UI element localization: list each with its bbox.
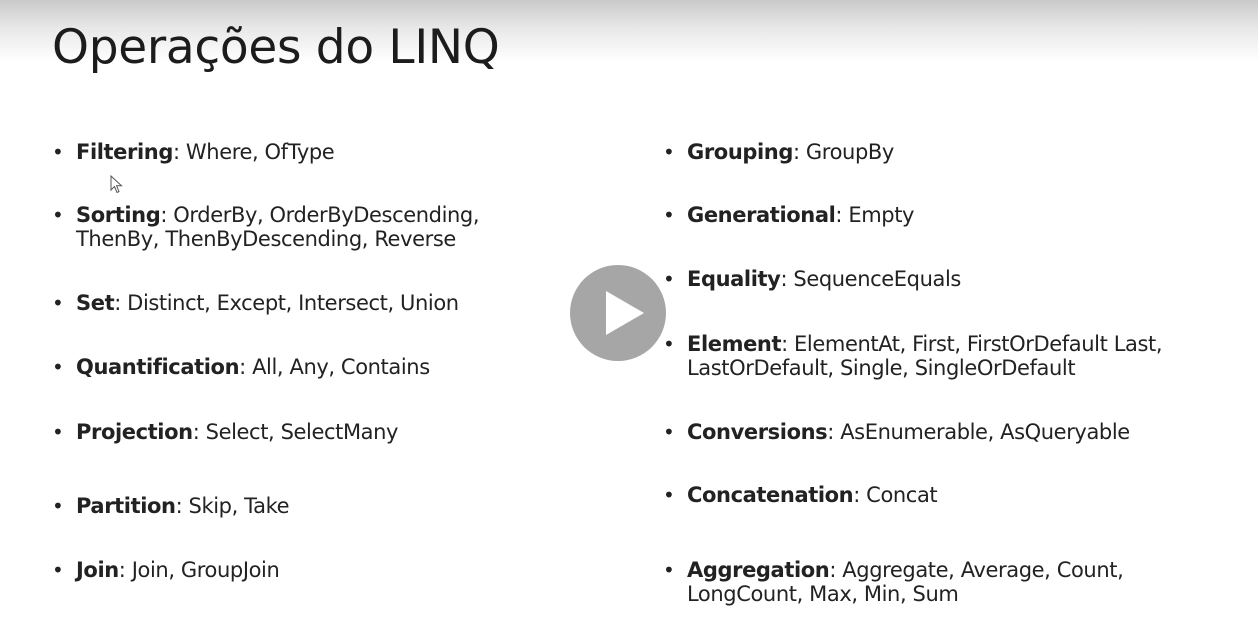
play-icon [606,291,644,335]
bullet-text: Join: Join, GroupJoin [76,558,536,582]
bullet-item-join: • Join: Join, GroupJoin [52,558,536,582]
bullet-dot: • [52,291,64,315]
mouse-pointer-icon [110,175,123,194]
bullet-text: Generational: Empty [687,203,1207,227]
bullet-item-sorting: • Sorting: OrderBy, OrderByDescending, T… [52,203,536,251]
bullet-item-generational: • Generational: Empty [663,203,1207,227]
bullet-item-projection: • Projection: Select, SelectMany [52,420,536,444]
bullet-dot: • [663,267,675,291]
bullet-dot: • [663,332,675,356]
play-button[interactable] [570,265,666,361]
bullet-detail: : Skip, Take [175,494,290,518]
bullet-text: Projection: Select, SelectMany [76,420,536,444]
bullet-text: Grouping: GroupBy [687,140,1207,164]
bullet-dot: • [52,140,64,164]
bullet-item-element: • Element: ElementAt, First, FirstOrDefa… [663,332,1207,380]
bullet-term: Grouping [687,140,793,164]
bullet-term: Sorting [76,203,161,227]
bullet-item-concatenation: • Concatenation: Concat [663,483,1207,507]
bullet-term: Join [76,558,119,582]
bullet-detail: : GroupBy [792,140,894,164]
bullet-term: Equality [687,267,781,291]
bullet-term: Partition [76,494,176,518]
bullet-dot: • [52,558,64,582]
bullet-detail: : ElementAt, First, FirstOrDefault Last,… [687,332,1163,380]
bullet-detail: : Concat [853,483,938,507]
bullet-detail: : Select, SelectMany [192,420,399,444]
bullet-dot: • [52,355,64,379]
bullet-item-filtering: • Filtering: Where, OfType [52,140,536,164]
bullet-detail: : Where, OfType [172,140,335,164]
bullet-detail: : Aggregate, Average, Count, LongCount, … [687,558,1124,606]
bullet-term: Aggregation [687,558,830,582]
bullet-text: Equality: SequenceEquals [687,267,1207,291]
title-bar-shade [0,0,1258,62]
bullet-term: Set [76,291,115,315]
bullet-term: Concatenation [687,483,854,507]
bullet-text: Conversions: AsEnumerable, AsQueryable [687,420,1207,444]
bullet-term: Generational [687,203,836,227]
bullet-term: Element [687,332,782,356]
bullet-text: Partition: Skip, Take [76,494,536,518]
bullet-detail: : AsEnumerable, AsQueryable [827,420,1130,444]
bullet-item-conversions: • Conversions: AsEnumerable, AsQueryable [663,420,1207,444]
bullet-dot: • [52,494,64,518]
bullet-detail: : Distinct, Except, Intersect, Union [114,291,459,315]
bullet-dot: • [663,203,675,227]
bullet-text: Element: ElementAt, First, FirstOrDefaul… [687,332,1207,380]
bullet-dot: • [663,483,675,507]
bullet-dot: • [663,140,675,164]
bullet-text: Quantification: All, Any, Contains [76,355,536,379]
bullet-item-partition: • Partition: Skip, Take [52,494,536,518]
bullet-item-set: • Set: Distinct, Except, Intersect, Unio… [52,291,536,315]
bullet-detail: : OrderBy, OrderByDescending, ThenBy, Th… [76,203,480,251]
bullet-dot: • [663,558,675,582]
bullet-dot: • [663,420,675,444]
bullet-item-aggregation: • Aggregation: Aggregate, Average, Count… [663,558,1207,606]
bullet-item-grouping: • Grouping: GroupBy [663,140,1207,164]
bullet-item-quantification: • Quantification: All, Any, Contains [52,355,536,379]
bullet-detail: : Empty [835,203,915,227]
bullet-text: Aggregation: Aggregate, Average, Count, … [687,558,1207,606]
bullet-item-equality: • Equality: SequenceEquals [663,267,1207,291]
bullet-text: Sorting: OrderBy, OrderByDescending, The… [76,203,536,251]
slide-title: Operações do LINQ [52,20,500,75]
bullet-term: Conversions [687,420,828,444]
bullet-dot: • [52,203,64,227]
bullet-term: Projection [76,420,193,444]
bullet-detail: : Join, GroupJoin [118,558,280,582]
bullet-detail: : SequenceEquals [780,267,961,291]
bullet-detail: : All, Any, Contains [239,355,430,379]
bullet-dot: • [52,420,64,444]
bullet-term: Quantification [76,355,240,379]
bullet-text: Filtering: Where, OfType [76,140,536,164]
bullet-text: Set: Distinct, Except, Intersect, Union [76,291,536,315]
bullet-text: Concatenation: Concat [687,483,1207,507]
bullet-term: Filtering [76,140,173,164]
